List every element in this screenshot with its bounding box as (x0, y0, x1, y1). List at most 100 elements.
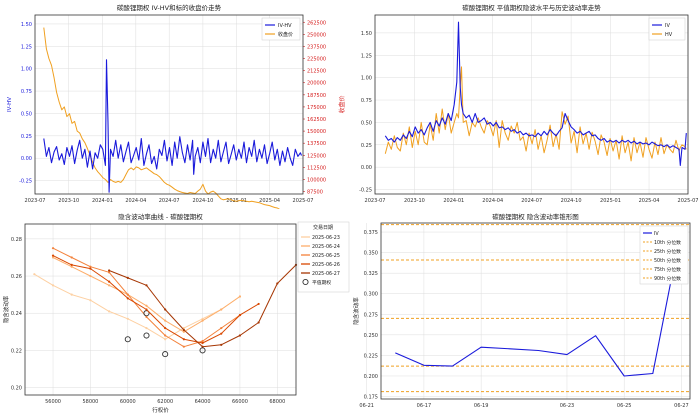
smile-point (33, 273, 36, 276)
y-tick-label: 0.26 (11, 274, 22, 280)
smile-point (89, 274, 92, 278)
smile-point (257, 321, 260, 324)
y-tick-label: 0.75 (361, 98, 372, 104)
y-tick-label: 0.275 (364, 312, 378, 318)
x-tick-label: 62000 (157, 399, 173, 405)
y-tick-label: 0.375 (364, 230, 378, 236)
y2-tick-label: 262500 (307, 20, 326, 26)
atm-marker (162, 351, 169, 358)
iv-line (384, 21, 687, 166)
smile-point (238, 334, 242, 337)
smile-line (34, 273, 241, 340)
y2-tick-label: 175000 (307, 105, 326, 111)
smile-point (220, 332, 223, 335)
y-tick-label: 1.25 (21, 44, 32, 50)
hv-line (384, 66, 687, 162)
smile-point (70, 293, 73, 296)
smile-point (257, 302, 260, 306)
y2-tick-label: 100000 (307, 177, 326, 183)
smile-point (108, 269, 111, 272)
y-axis-label: 隐含波动率 (352, 297, 360, 325)
x-tick-label: 2024-07 (159, 198, 180, 204)
chart-title: 碳酸锂期权 隐含波动率锥形图 (492, 212, 579, 221)
y-tick-label: 0.50 (21, 111, 32, 117)
x-tick-label: 2023-07 (365, 198, 386, 204)
y2-axis-label: 收盘价 (338, 95, 346, 113)
smile-point (126, 317, 129, 320)
smile-point (220, 326, 223, 330)
x-tick-label: 56000 (45, 399, 61, 405)
y-tick-label: 0.225 (364, 353, 378, 359)
x-tick-label: 2023-10 (58, 198, 79, 204)
smile-point (89, 267, 92, 270)
legend-title: 交易日期 (313, 224, 333, 231)
plot-frame (380, 222, 691, 400)
x-tick-label: 58000 (82, 399, 98, 405)
smile-point (51, 247, 55, 250)
atm-marker (143, 332, 150, 339)
y-tick-label: 0.00 (361, 165, 372, 171)
y2-tick-label: 237500 (307, 44, 326, 50)
y-tick-label: -0.25 (19, 179, 32, 185)
x-tick-label: 2024-07 (521, 198, 542, 204)
x-tick-label: 2024-01 (92, 198, 113, 204)
atm-marker (143, 310, 150, 317)
chart-title: 隐含波动率曲线 - 碳酸锂期权 (118, 212, 203, 221)
legend-box (639, 225, 689, 285)
legend-label: 2025-06-27 (312, 271, 340, 277)
x-tick-label: 06-21 (359, 403, 374, 409)
x-tick-label: 2023-10 (404, 198, 425, 204)
x-tick-label: 64000 (195, 399, 211, 405)
smile-point (70, 256, 73, 259)
y-axis-label: IV-HV (7, 97, 13, 112)
x-tick-label: 68000 (269, 399, 285, 405)
y-tick-label: 0.20 (11, 386, 22, 392)
y2-tick-label: 212500 (307, 69, 326, 75)
y2-tick-label: 225000 (307, 57, 326, 63)
smile-point (164, 334, 167, 337)
plot-frame (24, 223, 297, 396)
x-tick-label: 06-19 (474, 403, 489, 409)
iv-smile-chart: 隐含波动率曲线 - 碳酸锂期权 56000 58000 60000 62000 64000… (2, 212, 350, 414)
smile-point (164, 319, 167, 322)
smile-point (51, 254, 55, 257)
y-tick-label: 0.75 (21, 89, 32, 95)
smile-point (220, 308, 223, 311)
smile-point (51, 256, 55, 259)
smile-point (108, 310, 111, 313)
legend-label: 75th 分位数 (654, 266, 681, 273)
smile-point (182, 328, 185, 332)
x-tick-label: 2024-10 (192, 198, 213, 204)
y2-tick-label: 150000 (307, 129, 326, 135)
smile-point (145, 326, 148, 330)
smile-point (201, 319, 204, 322)
x-tick-label: 06-27 (674, 403, 689, 409)
smile-point (238, 313, 242, 317)
close-price-line (43, 27, 281, 209)
iv-line (395, 227, 682, 377)
x-tick-label: 2025-04 (639, 198, 660, 204)
smile-point (182, 330, 185, 333)
y-axis-label: 隐含波动率 (2, 295, 10, 323)
y-tick-label: 1.00 (361, 76, 372, 82)
legend-label: 2025-06-26 (312, 262, 340, 268)
y-tick-label: 0.00 (21, 156, 32, 162)
y2-tick-label: 125000 (307, 153, 326, 159)
y2-tick-label: 112500 (307, 165, 326, 171)
x-tick-label: 60000 (120, 399, 136, 405)
y-tick-label: 0.300 (364, 292, 378, 298)
iv-hv-trend-chart: 碳酸锂期权 平值期权隐波水平与历史波动率走势 2023-07 2023-10 2024… (359, 3, 698, 204)
smile-point (164, 338, 167, 341)
smile-point (126, 297, 129, 300)
iv-hv-price-chart: 碳酸锂期权 IV-HV和标的收盘价走势 2023-07 2023-10 2024-01… (7, 3, 346, 209)
x-tick-label: 2025-07 (293, 198, 314, 204)
x-tick-label: 06-17 (417, 403, 432, 409)
legend-label: 50th 分位数 (654, 257, 681, 264)
y-tick-label: 0.50 (361, 120, 372, 126)
y-tick-label: 0.175 (364, 395, 378, 401)
smile-point (126, 293, 129, 296)
y-tick-label: 0.325 (364, 271, 378, 277)
y2-tick-label: 137500 (307, 141, 326, 147)
x-tick-label: 2024-04 (125, 198, 146, 204)
legend-box (297, 221, 350, 293)
